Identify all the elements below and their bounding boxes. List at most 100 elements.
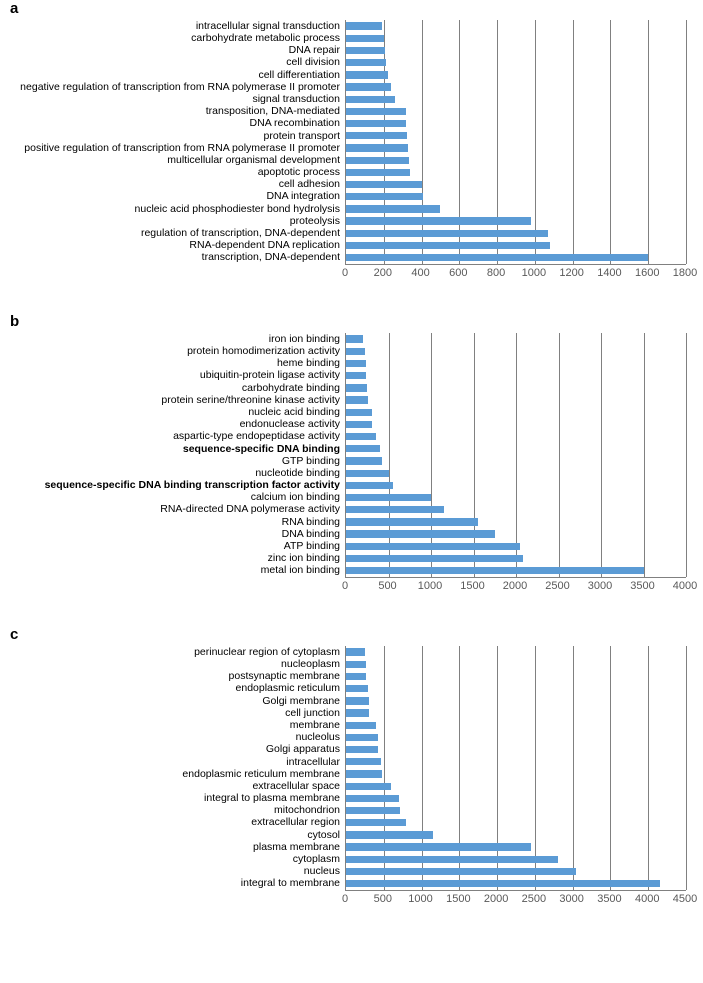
bar <box>346 734 378 741</box>
bar <box>346 205 440 212</box>
category-label: endoplasmic reticulum membrane <box>0 768 345 780</box>
bar-row <box>346 20 686 32</box>
labels-column: intracellular signal transductioncarbohy… <box>0 20 345 283</box>
bar <box>346 169 410 176</box>
category-label: RNA-dependent DNA replication <box>0 239 345 251</box>
bar-row <box>346 658 686 670</box>
plot-column: 05001000150020002500300035004000 <box>345 333 685 596</box>
x-tick-label: 1600 <box>635 267 659 279</box>
x-axis-ticks: 020040060080010001200140016001800 <box>345 265 685 283</box>
category-label: transcription, DNA-dependent <box>0 252 345 264</box>
bar-row <box>346 370 686 382</box>
bar <box>346 445 380 452</box>
bar <box>346 409 372 416</box>
bar-row <box>346 744 686 756</box>
bar <box>346 770 382 777</box>
category-label: cell differentiation <box>0 69 345 81</box>
category-label: DNA integration <box>0 191 345 203</box>
bar <box>346 83 391 90</box>
category-label: positive regulation of transcription fro… <box>0 142 345 154</box>
bar-row <box>346 382 686 394</box>
bar <box>346 807 400 814</box>
bar <box>346 868 576 875</box>
x-tick-label: 0 <box>342 267 348 279</box>
bar <box>346 335 363 342</box>
panel-a: a intracellular signal transductioncarboh… <box>0 0 703 283</box>
category-label: nucleus <box>0 865 345 877</box>
gridline <box>686 333 687 577</box>
category-label: plasma membrane <box>0 841 345 853</box>
bar <box>346 433 376 440</box>
bar-row <box>346 504 686 516</box>
x-tick-label: 0 <box>342 580 348 592</box>
bar <box>346 555 523 562</box>
bar <box>346 181 422 188</box>
bar <box>346 518 478 525</box>
bar <box>346 157 409 164</box>
category-label: cell junction <box>0 707 345 719</box>
category-label: nucleoplasm <box>0 658 345 670</box>
category-label: regulation of transcription, DNA-depende… <box>0 227 345 239</box>
x-tick-label: 4000 <box>635 893 659 905</box>
bar <box>346 360 366 367</box>
bar-row <box>346 191 686 203</box>
category-label: nucleic acid binding <box>0 406 345 418</box>
x-tick-label: 1500 <box>460 580 484 592</box>
plot-area <box>345 646 686 891</box>
category-label: multicellular organismal development <box>0 154 345 166</box>
category-label: intracellular signal transduction <box>0 20 345 32</box>
bar-row <box>346 431 686 443</box>
bar-row <box>346 565 686 577</box>
category-label: protein serine/threonine kinase activity <box>0 394 345 406</box>
bar <box>346 348 365 355</box>
bar-row <box>346 695 686 707</box>
bar-row <box>346 780 686 792</box>
category-label: RNA binding <box>0 516 345 528</box>
panel-label-a: a <box>10 0 18 17</box>
category-label: carbohydrate metabolic process <box>0 32 345 44</box>
bar <box>346 709 369 716</box>
bar <box>346 421 372 428</box>
plot-column: 020040060080010001200140016001800 <box>345 20 685 283</box>
bar-row <box>346 719 686 731</box>
panel-label-b: b <box>10 313 19 330</box>
bar-row <box>346 105 686 117</box>
bar <box>346 843 531 850</box>
category-label: protein homodimerization activity <box>0 345 345 357</box>
bar-row <box>346 491 686 503</box>
bar-row <box>346 57 686 69</box>
category-label: transposition, DNA-mediated <box>0 105 345 117</box>
chart-wrap: perinuclear region of cytoplasmnucleopla… <box>0 626 703 909</box>
x-tick-label: 4000 <box>673 580 697 592</box>
x-tick-label: 1000 <box>408 893 432 905</box>
bar <box>346 530 495 537</box>
bar <box>346 482 393 489</box>
bar <box>346 59 386 66</box>
bar <box>346 35 384 42</box>
bar <box>346 746 378 753</box>
bar-row <box>346 670 686 682</box>
bar-row <box>346 227 686 239</box>
bar-row <box>346 32 686 44</box>
bar <box>346 22 382 29</box>
bar-row <box>346 540 686 552</box>
x-tick-label: 3000 <box>588 580 612 592</box>
bar-row <box>346 516 686 528</box>
category-label: perinuclear region of cytoplasm <box>0 646 345 658</box>
x-tick-label: 500 <box>374 893 392 905</box>
bars-group <box>346 333 686 577</box>
category-label: carbohydrate binding <box>0 382 345 394</box>
x-tick-label: 1000 <box>418 580 442 592</box>
category-label: sequence-specific DNA binding <box>0 443 345 455</box>
bar-row <box>346 683 686 695</box>
bar <box>346 96 395 103</box>
bar-row <box>346 215 686 227</box>
category-label: metal ion binding <box>0 565 345 577</box>
x-tick-label: 1500 <box>446 893 470 905</box>
gridline <box>686 646 687 890</box>
category-label: ubiquitin-protein ligase activity <box>0 370 345 382</box>
bar-row <box>346 829 686 841</box>
bar <box>346 506 444 513</box>
category-label: zinc ion binding <box>0 552 345 564</box>
bar <box>346 685 368 692</box>
